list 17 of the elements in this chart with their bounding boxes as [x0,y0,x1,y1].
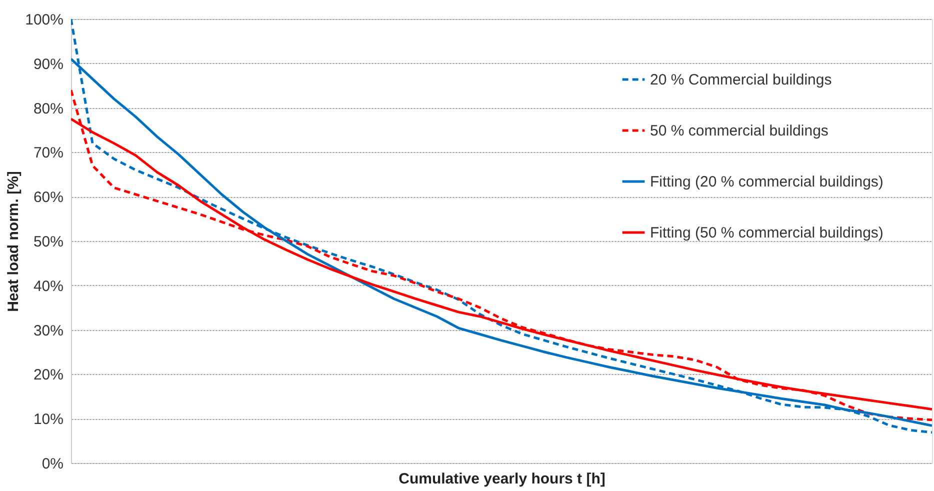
y-tick-label: 0% [42,456,64,472]
y-tick-label: 20% [33,366,64,384]
y-axis-title: Heat load norm. [%] [5,171,22,312]
y-tick-label: 100% [25,12,64,28]
y-tick-label: 90% [33,56,64,73]
y-tick-label: 50% [33,234,64,250]
legend-label: Fitting (20 % commercial buildings) [650,174,884,190]
y-tick-label: 30% [33,322,64,340]
legend-label: 20 % Commercial buildings [650,72,832,88]
y-tick-label: 10% [33,411,64,428]
y-tick-label: 40% [33,278,64,295]
y-tick-label: 80% [33,100,64,118]
x-axis-title: Cumulative yearly hours t [h] [398,470,606,488]
legend-label: 50 % commercial buildings [650,122,828,140]
legend-label: Fitting (50 % commercial buildings) [650,224,884,242]
y-tick-label: 70% [33,144,64,162]
y-tick-label: 60% [33,189,64,206]
